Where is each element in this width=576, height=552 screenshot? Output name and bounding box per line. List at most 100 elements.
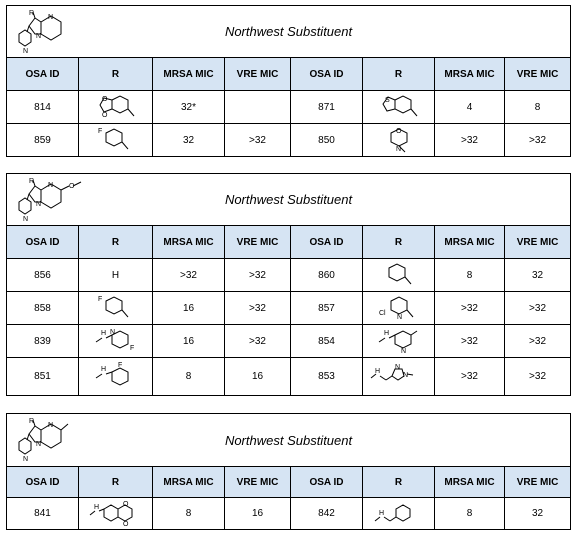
mrsa-mic-cell: 8	[434, 258, 505, 292]
col-header: OSA ID	[6, 466, 79, 498]
svg-text:O: O	[102, 96, 108, 103]
svg-text:N: N	[110, 329, 115, 336]
scaffold-structure: R N N N	[18, 418, 69, 463]
svg-text:F: F	[98, 128, 102, 135]
vre-mic-cell: >32	[224, 258, 291, 292]
r-cell: H N F	[78, 324, 153, 358]
title-row: R N N N Northwest Substituent	[5, 5, 572, 58]
col-header: R	[362, 225, 435, 259]
vre-mic-cell: >32	[503, 123, 572, 157]
svg-text:H: H	[101, 330, 106, 337]
svg-text:N: N	[48, 182, 53, 189]
r-cell: F	[78, 123, 153, 157]
header-row: OSA ID R MRSA MIC VRE MIC OSA ID R MRSA …	[6, 225, 572, 259]
phenyl-structure-icon	[388, 263, 411, 285]
osa-id-cell: 842	[290, 497, 363, 530]
svg-text:N: N	[36, 33, 41, 40]
col-header: VRE MIC	[224, 466, 291, 498]
mrsa-mic-cell: 4	[434, 90, 505, 124]
svg-text:N: N	[48, 422, 53, 429]
scaffold-structure: R N N N	[18, 10, 62, 55]
table-row: 851 H F 8 16 853	[6, 357, 572, 396]
svg-text:N: N	[401, 348, 406, 354]
vre-mic-cell: >32	[503, 291, 572, 325]
col-header: MRSA MIC	[152, 57, 225, 91]
col-header: R	[362, 466, 435, 498]
svg-text:N: N	[403, 372, 408, 379]
table-row: 856 H >32 >32 860 8 32	[6, 258, 572, 292]
fluorophenyl-structure-icon: F	[98, 296, 128, 318]
svg-text:F: F	[98, 296, 102, 303]
osa-id-cell: 814	[6, 90, 79, 124]
mrsa-mic-cell: 16	[152, 291, 225, 325]
col-header: OSA ID	[290, 57, 363, 91]
r-cell: H	[362, 497, 435, 530]
osa-id-cell: 850	[290, 123, 363, 157]
table-block-1: R N N N Northwest Substituent OSA ID R M…	[5, 5, 572, 157]
osa-id-cell: 871	[290, 90, 363, 124]
data-table: R O N N N Northwest Substituent OSA ID R…	[5, 173, 572, 396]
r-cell: H N	[362, 324, 435, 358]
mrsa-mic-cell: 8	[152, 357, 225, 396]
mrsa-mic-cell: 32	[152, 123, 225, 157]
svg-text:O: O	[102, 112, 108, 119]
svg-text:F: F	[118, 362, 122, 369]
osa-id-cell: 839	[6, 324, 79, 358]
r-cell: O N	[362, 123, 435, 157]
svg-text:N: N	[36, 201, 41, 208]
osa-id-cell: 858	[6, 291, 79, 325]
table-block-2: R O N N N Northwest Substituent OSA ID R…	[5, 173, 572, 396]
svg-text:H: H	[384, 330, 389, 337]
table-row: 859 F 32 >32 850 O N >32 >32	[6, 123, 572, 157]
col-header: MRSA MIC	[434, 466, 505, 498]
fluoropyridylamine-structure-icon: H N F	[95, 329, 134, 352]
col-header: VRE MIC	[503, 225, 572, 259]
col-header: VRE MIC	[224, 225, 291, 259]
data-table: R N N N Northwest Substituent OSA ID R M…	[5, 5, 572, 157]
vre-mic-cell: 32	[503, 497, 572, 530]
osa-id-cell: 856	[6, 258, 79, 292]
title-row: R N N N Northwest Substituent	[5, 413, 572, 467]
benzylamine-structure-icon: H	[374, 503, 410, 522]
r-cell: O O	[78, 90, 153, 124]
svg-text:O: O	[396, 128, 402, 135]
r-cell: H	[78, 258, 153, 292]
osa-id-cell: 851	[6, 357, 79, 396]
morpholine-structure-icon: O N	[390, 128, 407, 153]
mrsa-mic-cell: >32	[434, 324, 505, 358]
header-row: OSA ID R MRSA MIC VRE MIC OSA ID R MRSA …	[6, 466, 572, 498]
table-row: 814 O O 32* 871 S	[6, 90, 572, 124]
col-header: MRSA MIC	[152, 225, 225, 259]
mrsa-mic-cell: >32	[434, 123, 505, 157]
col-header: R	[78, 225, 153, 259]
vre-mic-cell: 32	[503, 258, 572, 292]
vre-mic-cell: 8	[503, 90, 572, 124]
svg-text:N: N	[395, 364, 400, 371]
mrsa-mic-cell: >32	[434, 357, 505, 396]
table-title: Northwest Substituent	[224, 24, 353, 39]
scaffold-r-label: R	[29, 418, 34, 425]
col-header: MRSA MIC	[152, 466, 225, 498]
vre-mic-cell: 16	[224, 497, 291, 530]
osa-id-cell: 854	[290, 324, 363, 358]
osa-id-cell: 853	[290, 357, 363, 396]
col-header: MRSA MIC	[434, 225, 505, 259]
chloropyridine-structure-icon: Cl N	[379, 296, 413, 321]
mrsa-mic-cell: 8	[152, 497, 225, 530]
vre-mic-cell: >32	[224, 324, 291, 358]
table-title: Northwest Substituent	[224, 192, 353, 207]
mrsa-mic-cell: 32*	[152, 90, 225, 124]
title-row: R O N N N Northwest Substituent	[5, 173, 572, 226]
svg-text:N: N	[397, 314, 402, 321]
scaffold-r-label: R	[29, 10, 34, 17]
col-header: OSA ID	[6, 57, 79, 91]
r-cell: F	[78, 291, 153, 325]
svg-text:N: N	[23, 216, 28, 223]
vre-mic-cell: >32	[503, 324, 572, 358]
r-cell: Cl N	[362, 291, 435, 325]
vre-mic-cell: >32	[224, 291, 291, 325]
svg-text:N: N	[48, 14, 53, 21]
table-row: 858 F 16 >32 857 Cl N >32 >32	[6, 291, 572, 325]
vre-mic-cell: 16	[224, 357, 291, 396]
methylimidazolylmethylamine-structure-icon: H N N	[370, 364, 413, 381]
